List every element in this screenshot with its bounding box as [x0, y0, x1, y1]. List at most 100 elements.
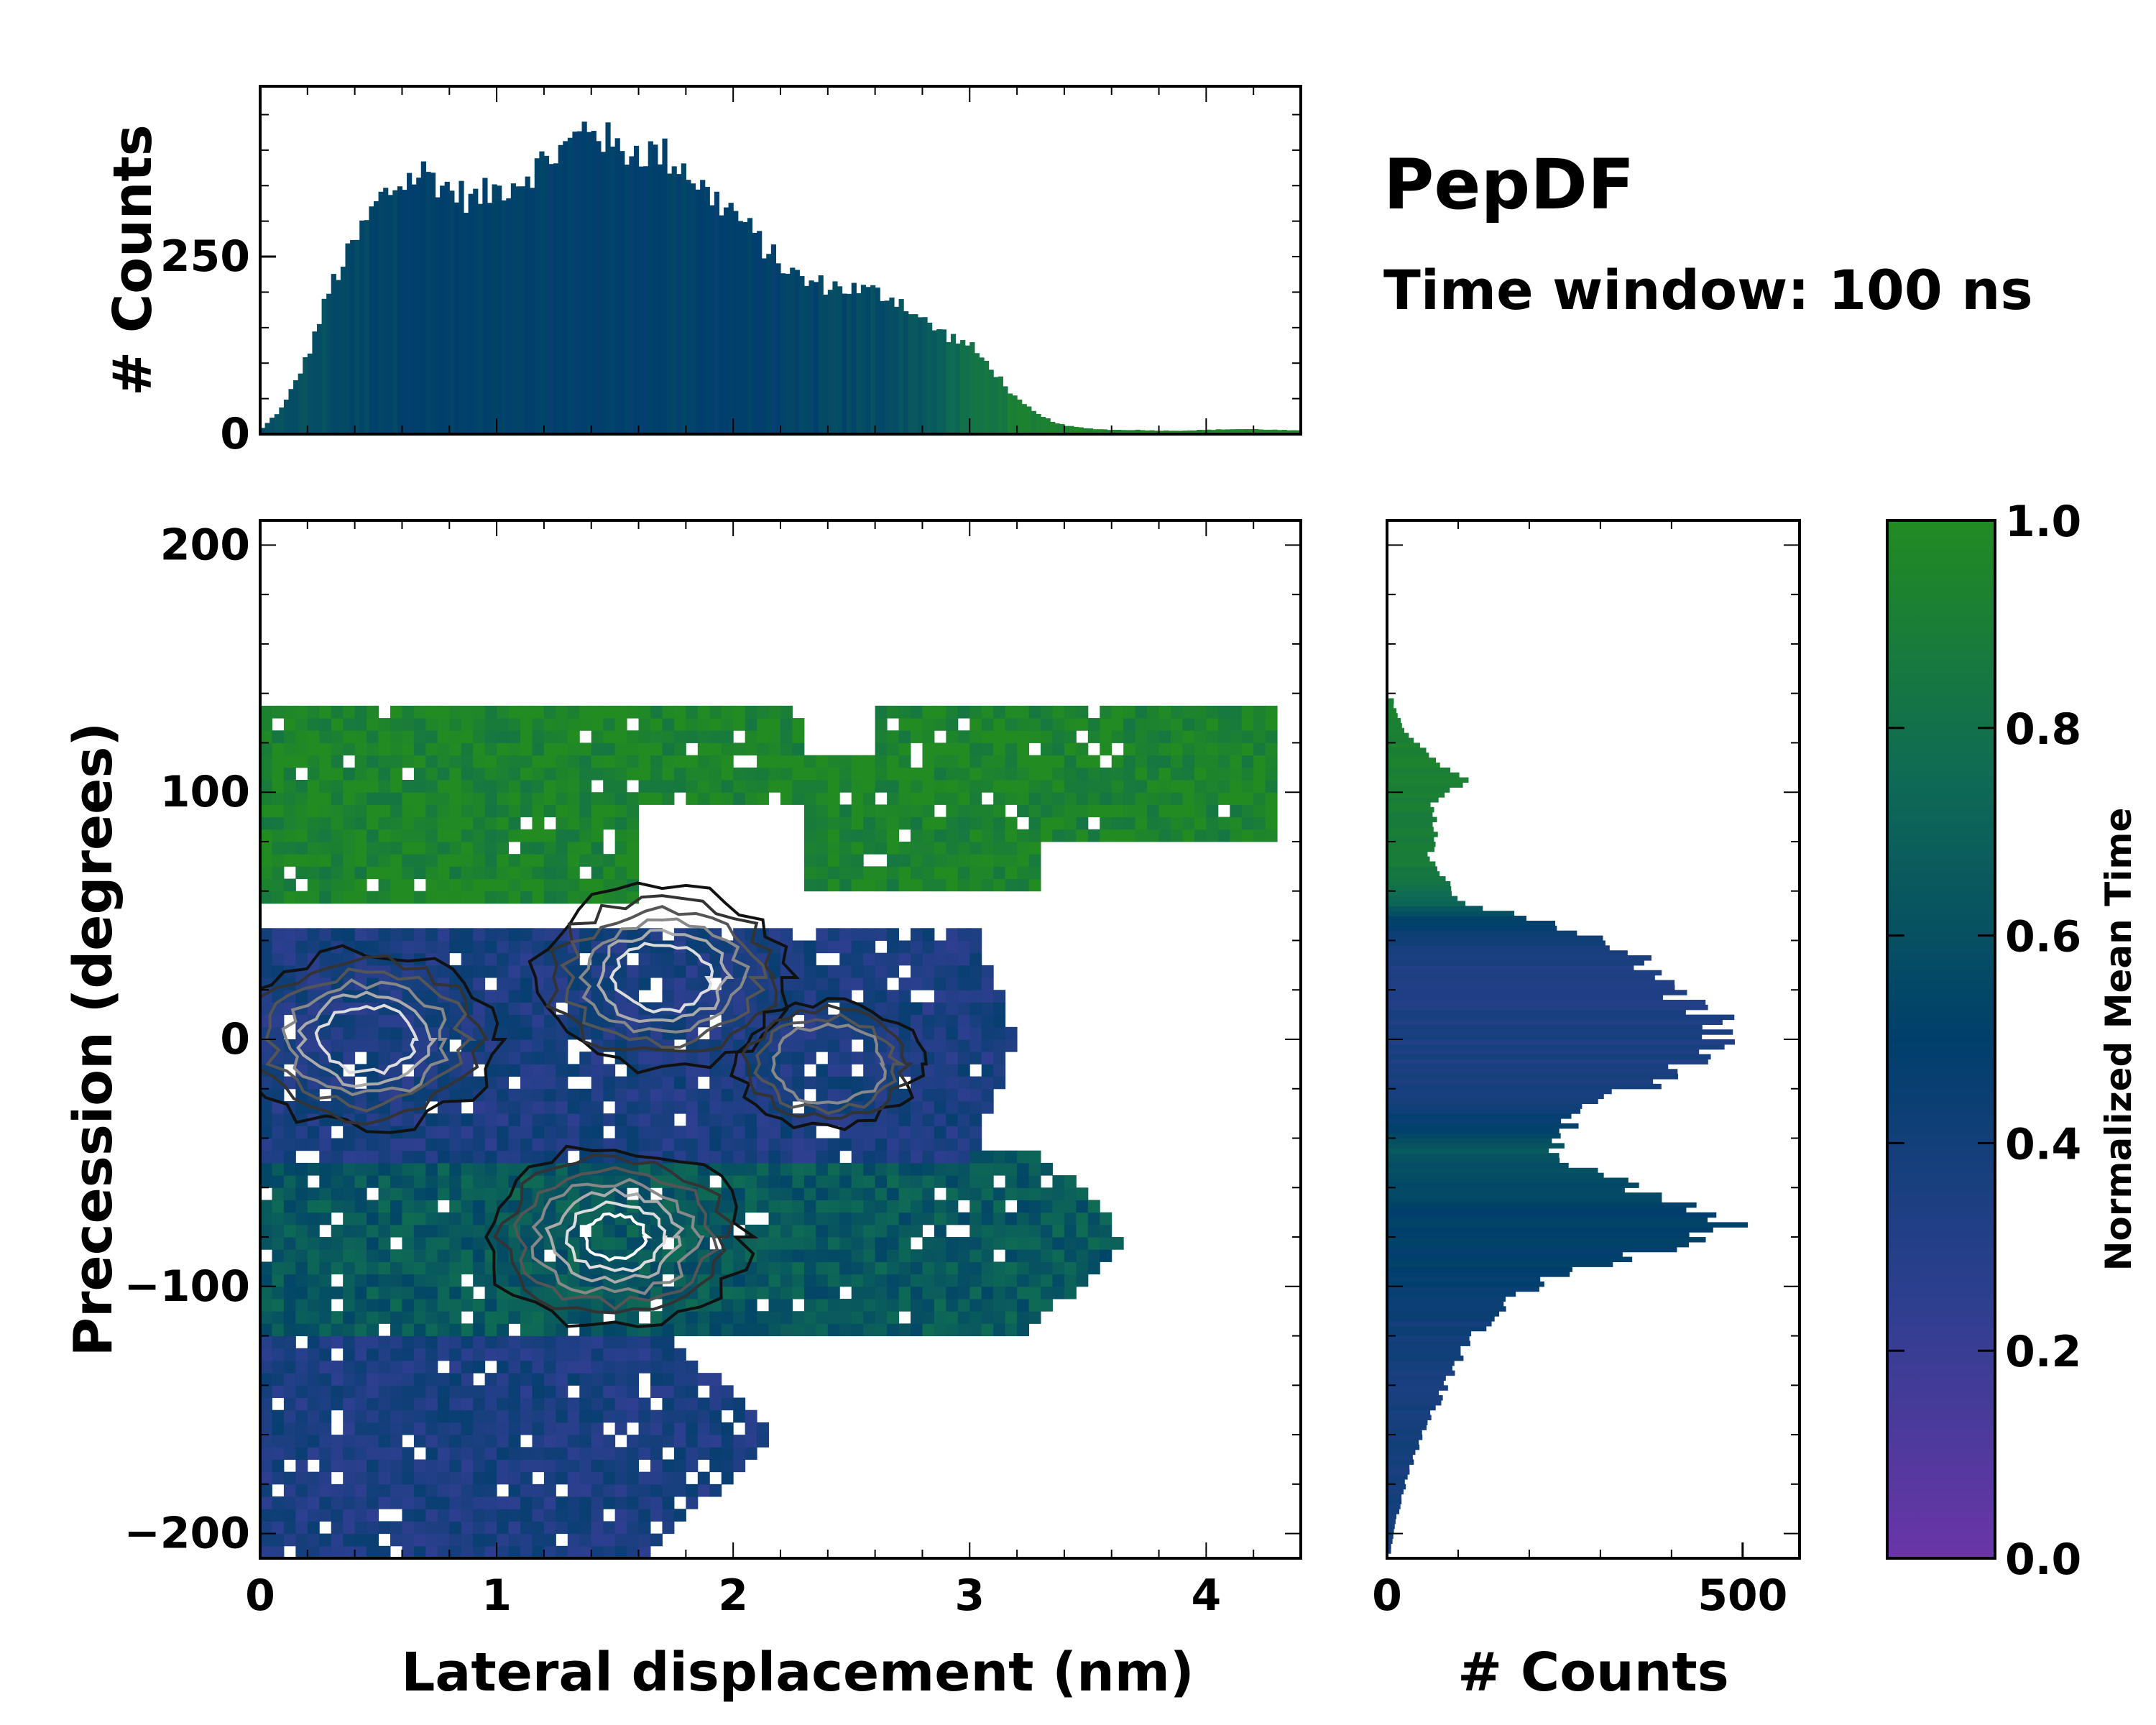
- heatmap-cell: [946, 965, 959, 978]
- heatmap-cell: [721, 1459, 734, 1473]
- heatmap-cell: [1100, 742, 1112, 756]
- heatmap-cell: [579, 1212, 592, 1225]
- heatmap-cell: [969, 1175, 982, 1188]
- heatmap-cell: [343, 742, 356, 756]
- heatmap-cell: [543, 1521, 556, 1535]
- heatmap-cell: [957, 1286, 970, 1300]
- heatmap-cell: [1230, 829, 1243, 842]
- heatmap-cell: [981, 1150, 994, 1164]
- heatmap-cell: [1041, 816, 1053, 830]
- heatmap-cell: [390, 1533, 402, 1547]
- heatmap-cell: [957, 1212, 970, 1225]
- heatmap-cell: [686, 767, 699, 781]
- heatmap-cell: [413, 705, 426, 719]
- heatmap-cell: [863, 1323, 876, 1337]
- heatmap-cell: [1017, 1224, 1030, 1238]
- heatmap-cell: [508, 1162, 521, 1176]
- heatmap-cell: [449, 928, 462, 941]
- heatmap-cell: [473, 1360, 486, 1374]
- heatmap-cell: [1041, 1274, 1053, 1287]
- top-histogram-bar: [303, 356, 308, 434]
- heatmap-cell: [827, 978, 840, 990]
- heatmap-cell: [673, 1100, 686, 1114]
- heatmap-cell: [1171, 742, 1183, 756]
- heatmap-cell: [1206, 755, 1219, 768]
- heatmap-cell: [543, 1100, 556, 1114]
- top-histogram-bar: [898, 299, 904, 434]
- heatmap-cell: [934, 1126, 946, 1139]
- heatmap-cell: [532, 1397, 545, 1411]
- heatmap-cell: [260, 705, 272, 719]
- heatmap-cell: [733, 1175, 746, 1188]
- heatmap-cell: [1135, 767, 1148, 781]
- heatmap-cell: [1111, 1237, 1124, 1250]
- density-contour: [544, 1187, 685, 1284]
- heatmap-cell: [520, 1484, 533, 1497]
- heatmap-cell: [283, 1162, 296, 1176]
- heatmap-cell: [934, 1175, 946, 1188]
- right-histogram-bar: [1387, 777, 1469, 783]
- heatmap-cell: [437, 1150, 450, 1164]
- heatmap-cell: [981, 1224, 994, 1238]
- density-contour: [753, 1012, 906, 1115]
- heatmap-cell: [863, 792, 876, 805]
- heatmap-cell: [969, 1261, 982, 1275]
- heatmap-cell: [969, 1076, 982, 1090]
- heatmap-cell: [413, 1385, 426, 1399]
- heatmap-cell: [627, 1409, 640, 1423]
- heatmap-cell: [603, 1459, 616, 1473]
- heatmap-cell: [851, 1150, 864, 1164]
- colorbar-tick-label: 0.2: [2005, 1327, 2081, 1377]
- heatmap-cell: [354, 1261, 367, 1275]
- heatmap-cell: [863, 767, 876, 781]
- heatmap-cell: [520, 841, 533, 855]
- heatmap-cell: [449, 1162, 462, 1176]
- heatmap-cell: [969, 841, 982, 855]
- heatmap-cell: [1017, 705, 1030, 719]
- heatmap-cell: [911, 1064, 923, 1077]
- heatmap-cell: [709, 1323, 722, 1337]
- heatmap-cell: [319, 705, 332, 719]
- heatmap-cell: [898, 730, 911, 743]
- heatmap-cell: [1135, 804, 1148, 818]
- heatmap-cell: [260, 928, 272, 941]
- heatmap-cell: [260, 1150, 272, 1164]
- heatmap-cell: [898, 1274, 911, 1287]
- colorbar-ticks: 0.00.20.40.60.81.0: [1887, 497, 2081, 1585]
- heatmap-cell: [816, 829, 829, 842]
- heatmap-cell: [319, 1422, 332, 1435]
- heatmap-cell: [390, 1435, 402, 1448]
- heatmap-cell: [981, 718, 994, 731]
- heatmap-cell: [354, 1348, 367, 1361]
- top-histogram-bar: [1215, 429, 1221, 434]
- heatmap-cell: [934, 854, 946, 867]
- heatmap-cell: [875, 1274, 888, 1287]
- heatmap-cell: [603, 878, 616, 892]
- heatmap-cell: [283, 1373, 296, 1386]
- heatmap-cell: [1182, 730, 1195, 743]
- heatmap-cell: [827, 1113, 840, 1126]
- heatmap-cell: [733, 742, 746, 756]
- heatmap-cell: [803, 1311, 816, 1324]
- heatmap-cell: [1265, 829, 1278, 842]
- heatmap-cell: [827, 780, 840, 793]
- right-histogram-bar: [1387, 1351, 1461, 1356]
- heatmap-cell: [390, 1459, 402, 1473]
- heatmap-cell: [638, 1162, 651, 1176]
- heatmap-cell: [402, 1311, 415, 1324]
- heatmap-cell: [272, 1200, 285, 1213]
- heatmap-cell: [922, 705, 935, 719]
- heatmap-cell: [354, 1323, 367, 1337]
- heatmap-cell: [425, 1212, 438, 1225]
- heatmap-cell: [1076, 1249, 1089, 1262]
- heatmap-cell: [437, 1138, 450, 1151]
- heatmap-cell: [957, 1039, 970, 1052]
- heatmap-cell: [875, 1002, 888, 1016]
- heatmap-cell: [863, 1299, 876, 1312]
- main-ytick-label: 0: [220, 1014, 250, 1064]
- heatmap-cell: [343, 780, 356, 793]
- heatmap-cell: [911, 878, 923, 892]
- heatmap-cell: [792, 1200, 805, 1213]
- heatmap-cell: [614, 742, 627, 756]
- heatmap-cell: [673, 1052, 686, 1064]
